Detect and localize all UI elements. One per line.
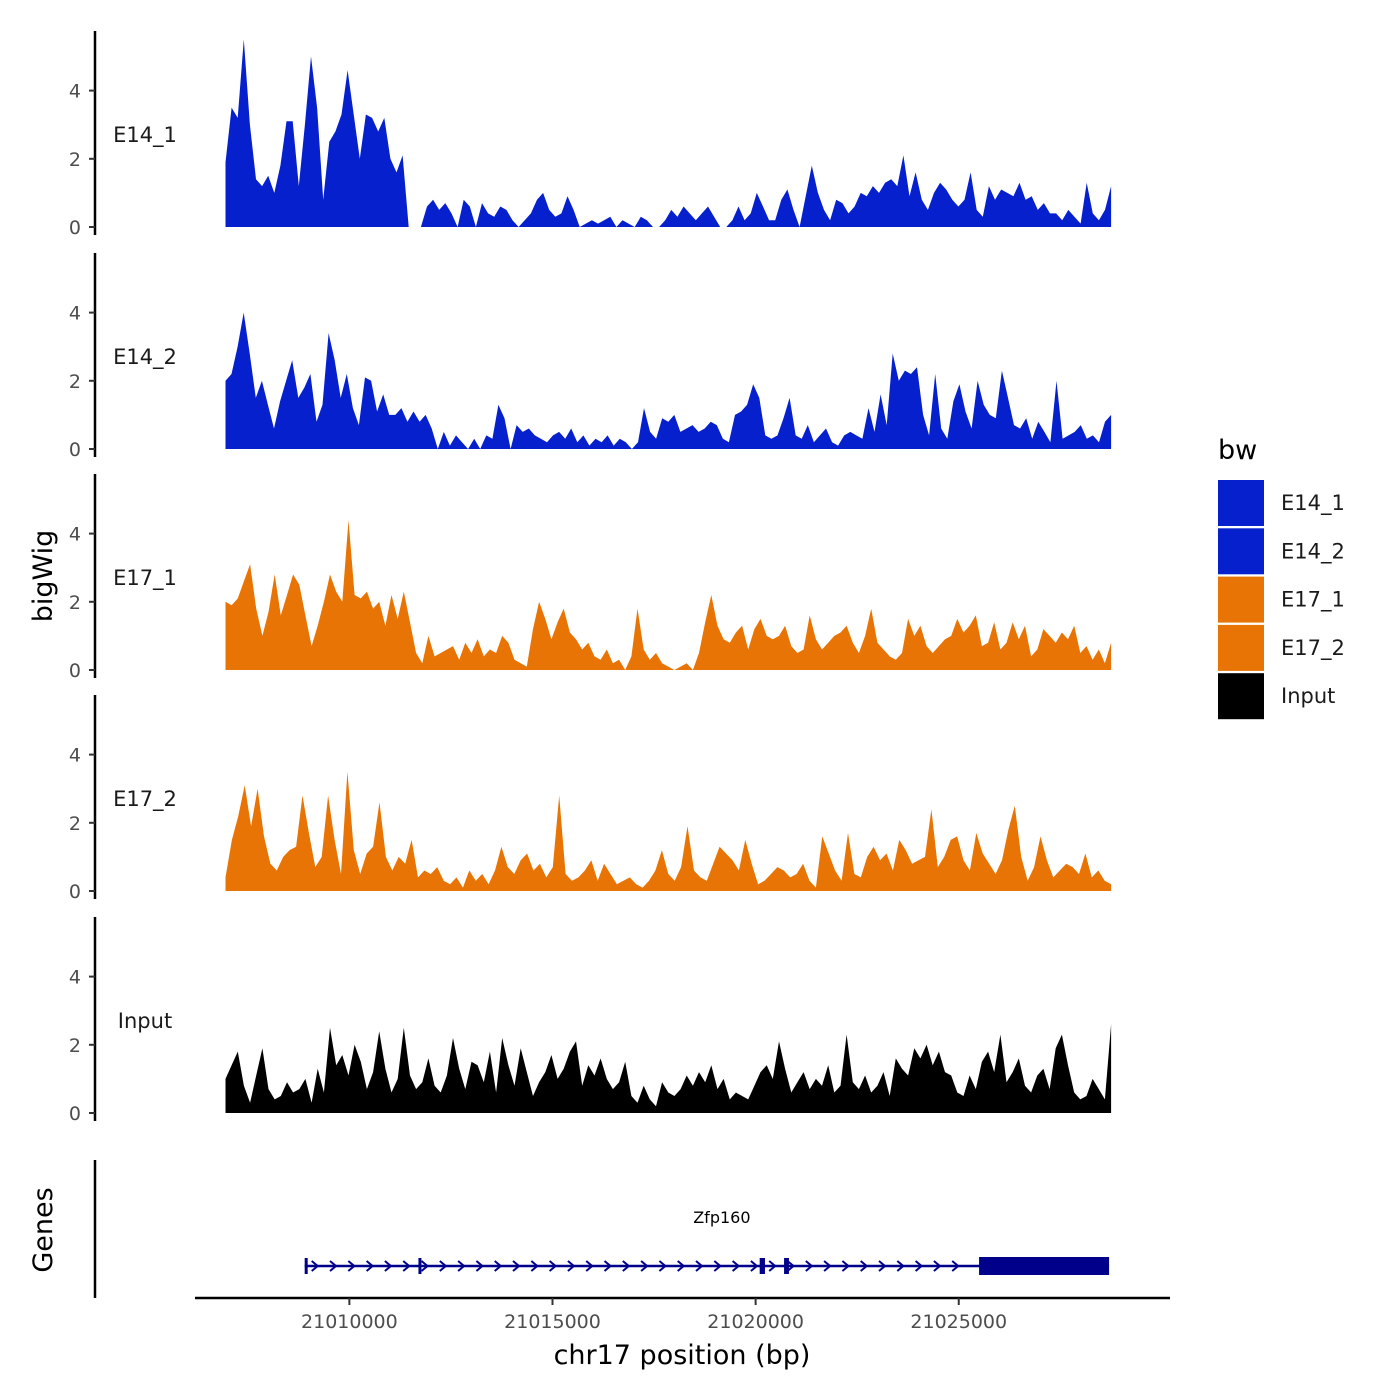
y-tick-label: 4	[69, 745, 81, 767]
x-tick-label: 21020000	[707, 1311, 804, 1333]
y-tick-label: 4	[69, 81, 81, 103]
strand-arrow	[750, 1260, 759, 1272]
strand-arrow	[530, 1260, 539, 1272]
gene-label-Zfp160: Zfp160	[693, 1208, 750, 1227]
y-axis-title: bigWig	[28, 530, 59, 623]
strand-arrow	[713, 1260, 722, 1272]
strand-arrow	[640, 1260, 649, 1272]
legend-label-E14_1: E14_1	[1281, 491, 1345, 516]
strand-arrow	[731, 1260, 741, 1272]
track-label-E14_1: E14_1	[113, 123, 177, 148]
legend-label-Input: Input	[1281, 684, 1335, 708]
strand-arrow	[603, 1260, 613, 1272]
track-Input: 0 2 4 Input	[69, 917, 1112, 1125]
strand-arrow	[512, 1260, 521, 1272]
y-tick-label: 2	[69, 1035, 81, 1057]
area-E17_1	[225, 520, 1112, 670]
strand-arrow	[402, 1260, 411, 1272]
strand-arrow	[914, 1260, 924, 1272]
legend-swatch-E14_1	[1218, 480, 1264, 526]
strand-arrow	[329, 1260, 338, 1272]
signal-tracks: 0 2 4 E14_1 0 2 4 E14_2 0 2 4 E17_1 0 2 4 E17_2 0 2 4 Input	[69, 31, 1112, 1125]
gene-exon-cds	[979, 1257, 1110, 1275]
legend-swatch-E17_2	[1218, 624, 1264, 671]
legend-items: E14_1 E14_2 E17_1 E17_2 Input	[1218, 480, 1345, 720]
area-Input	[225, 1024, 1112, 1113]
area-E17_2	[225, 771, 1112, 891]
track-E17_1: 0 2 4 E17_1	[69, 474, 1112, 682]
track-label-E17_1: E17_1	[113, 566, 177, 591]
legend-swatch-Input	[1218, 673, 1264, 720]
strand-arrow	[475, 1260, 484, 1272]
y-tick-label: 0	[69, 660, 81, 682]
legend-label-E17_2: E17_2	[1281, 636, 1345, 661]
strand-arrow	[823, 1260, 832, 1272]
strand-arrow	[933, 1260, 942, 1272]
y-tick-label: 4	[69, 303, 81, 325]
strand-arrow	[585, 1260, 594, 1272]
strand-arrow	[420, 1260, 430, 1272]
genes-panel-label: Genes	[28, 1187, 59, 1272]
strand-arrow	[311, 1260, 320, 1272]
y-tick-label: 2	[69, 371, 81, 393]
track-label-E17_2: E17_2	[113, 787, 177, 812]
x-tick-label: 21010000	[301, 1311, 398, 1333]
y-tick-label: 2	[69, 813, 81, 835]
strand-arrow	[494, 1260, 503, 1272]
strand-arrow	[567, 1260, 576, 1272]
track-label-Input: Input	[118, 1009, 172, 1033]
y-tick-label: 2	[69, 149, 81, 171]
strand-arrow	[457, 1260, 466, 1272]
x-tick-label: 21025000	[910, 1311, 1007, 1333]
strand-arrow	[951, 1260, 960, 1272]
strand-arrow	[695, 1260, 704, 1272]
y-tick-label: 0	[69, 1103, 81, 1125]
strand-arrow	[622, 1260, 631, 1272]
gene-Zfp160: Zfp160	[304, 1208, 1110, 1275]
strand-arrow	[384, 1260, 393, 1272]
y-tick-label: 0	[69, 881, 81, 903]
legend-swatch-E17_1	[1218, 576, 1264, 623]
track-E17_2: 0 2 4 E17_2	[69, 695, 1112, 903]
strand-arrow	[439, 1260, 448, 1272]
legend: bw E14_1 E14_2 E17_1 E17_2 Input	[1218, 435, 1345, 720]
x-axis: 21010000 21015000 21020000 21025000 chr17 p…	[195, 1296, 1170, 1371]
gene-exon	[304, 1258, 308, 1274]
gene-exon	[759, 1258, 765, 1274]
x-tick-label: 21015000	[504, 1311, 601, 1333]
legend-label-E17_1: E17_1	[1281, 588, 1345, 613]
track-E14_2: 0 2 4 E14_2	[69, 253, 1112, 461]
genes-panel: Genes Zfp160	[28, 1160, 1110, 1298]
legend-label-E14_2: E14_2	[1281, 539, 1345, 564]
gene-exon	[418, 1258, 422, 1274]
area-E14_2	[225, 312, 1112, 449]
track-E14_1: 0 2 4 E14_1	[69, 31, 1112, 239]
y-tick-label: 4	[69, 524, 81, 546]
strand-arrow	[786, 1260, 796, 1272]
legend-swatch-E14_2	[1218, 528, 1264, 575]
y-tick-label: 0	[69, 439, 81, 461]
x-axis-title: chr17 position (bp)	[554, 1340, 811, 1371]
gene-models: Zfp160	[304, 1208, 1110, 1275]
y-tick-label: 2	[69, 592, 81, 614]
strand-arrow	[365, 1260, 375, 1272]
area-E14_1	[225, 39, 1112, 228]
strand-arrow	[860, 1260, 869, 1272]
gene-exon	[784, 1258, 789, 1274]
strand-arrow	[677, 1260, 686, 1272]
track-label-E14_2: E14_2	[113, 345, 177, 370]
strand-arrow	[878, 1260, 887, 1272]
legend-title: bw	[1218, 435, 1257, 466]
strand-arrow	[896, 1260, 905, 1272]
strand-arrow	[841, 1260, 850, 1272]
strand-arrow	[768, 1260, 777, 1272]
strand-arrow	[805, 1260, 814, 1272]
strand-arrow	[548, 1260, 558, 1272]
y-tick-label: 4	[69, 967, 81, 989]
y-tick-label: 0	[69, 217, 81, 239]
strand-arrow	[658, 1260, 667, 1272]
x-axis-ticks: 21010000 21015000 21020000 21025000	[301, 1298, 1007, 1333]
strand-arrow	[347, 1260, 356, 1272]
